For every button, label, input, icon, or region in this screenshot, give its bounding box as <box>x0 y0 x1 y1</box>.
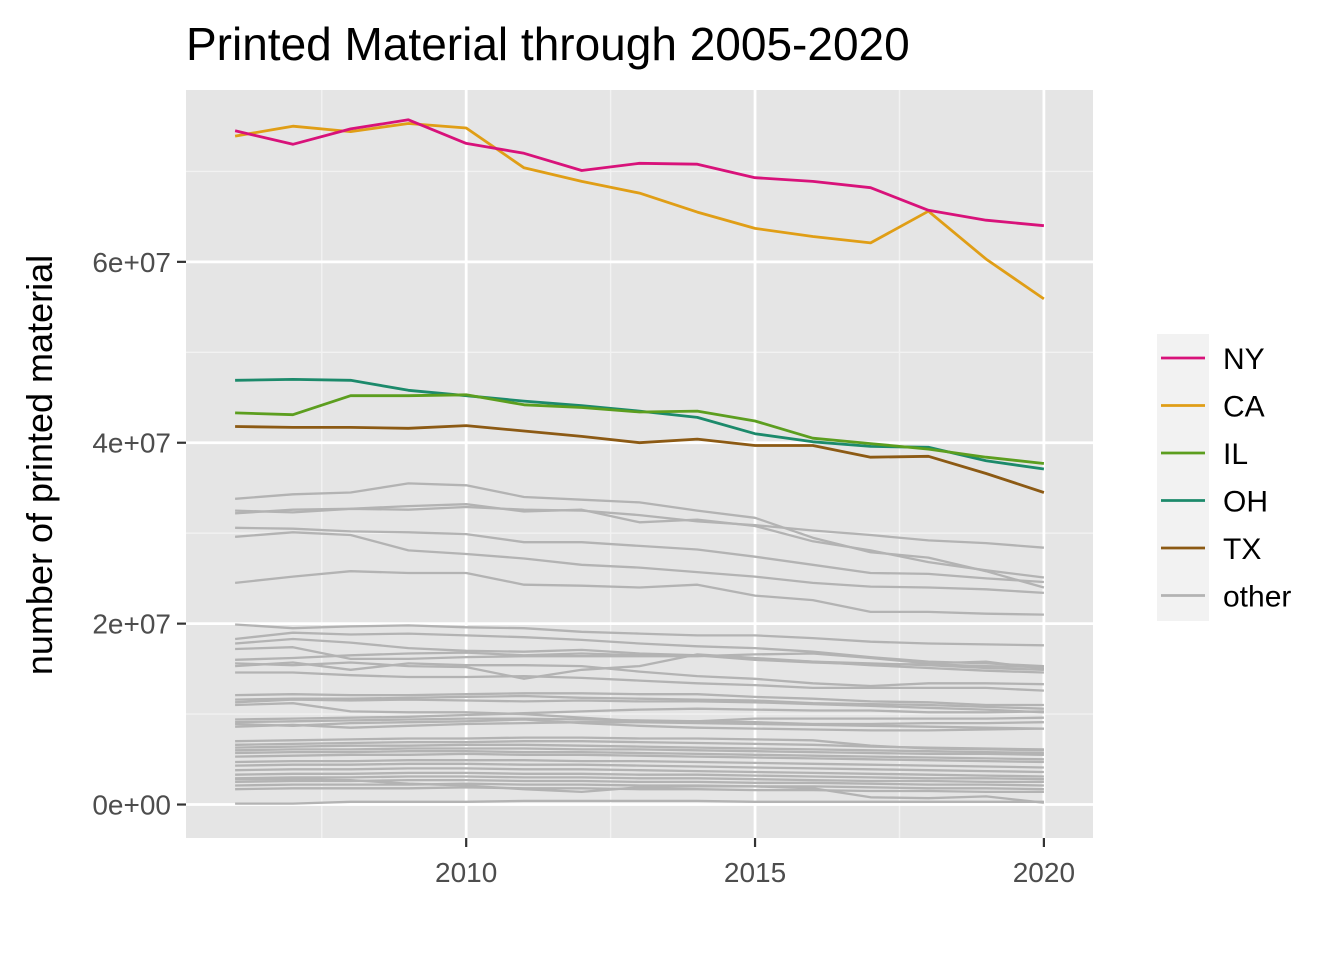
series-line-other <box>235 782 1044 791</box>
series-line-other <box>235 653 1044 680</box>
series-line-other <box>235 692 1044 707</box>
series-line-ny <box>234 118 1045 228</box>
series-line-other <box>235 671 1044 692</box>
series-line-other <box>235 778 1045 804</box>
series-line-other <box>235 721 1044 730</box>
series-line-other <box>235 482 1045 589</box>
series-line-other <box>235 786 1044 794</box>
y-tick-label: 0e+00 <box>92 790 171 821</box>
legend-label-tx: TX <box>1223 533 1261 566</box>
series-line-other <box>235 623 1044 647</box>
plot-area: 0e+00 2e+07 4e+07 6e+07 2010 2015 2020 <box>92 90 1093 888</box>
x-tick-label: 2020 <box>1013 857 1075 888</box>
series-line-other <box>234 570 1044 616</box>
series-line-other <box>235 762 1044 774</box>
series-line-other <box>235 771 1044 781</box>
series-line-il <box>235 393 1045 465</box>
series-line-ca <box>234 122 1045 301</box>
series-line-other <box>235 767 1044 778</box>
series-line-other <box>235 661 1044 688</box>
series-line-other <box>234 631 1044 668</box>
series-line-other <box>235 740 1044 751</box>
series-line-other <box>235 717 1044 726</box>
series-line-other <box>235 526 1044 584</box>
chart-title: Printed Material through 2005-2020 <box>186 18 910 70</box>
series-line-other <box>235 799 1044 805</box>
series-line-other <box>235 775 1044 784</box>
x-tick-label: 2015 <box>724 857 786 888</box>
series-line-other <box>235 694 1044 710</box>
legend-label-other: other <box>1223 581 1291 614</box>
x-tick-label: 2010 <box>435 857 497 888</box>
series-line-other <box>235 651 1044 669</box>
legend-key-background <box>1157 334 1209 621</box>
series-line-other <box>235 743 1044 755</box>
series-line-other <box>235 750 1044 761</box>
legend-label-ny: NY <box>1223 343 1265 376</box>
y-tick-label: 6e+07 <box>92 247 171 278</box>
y-tick-label: 2e+07 <box>92 609 171 640</box>
y-tick-label: 4e+07 <box>92 428 171 459</box>
legend-label-il: IL <box>1223 438 1248 471</box>
series-line-other <box>235 707 1044 721</box>
series-line-other <box>235 503 1045 579</box>
series-line-other <box>235 505 1044 549</box>
series-line-other <box>235 752 1044 764</box>
series-line-other <box>235 759 1044 769</box>
series-line-other <box>235 531 1044 595</box>
legend-label-ca: CA <box>1223 391 1265 424</box>
series-line-other <box>235 747 1044 756</box>
series-line-other <box>235 718 1044 732</box>
legend: NY CA IL OH TX other <box>1157 334 1291 621</box>
y-axis-title: number of printed material <box>19 255 60 675</box>
series-line-other <box>235 698 1044 714</box>
legend-label-oh: OH <box>1223 486 1268 519</box>
series-line-tx <box>235 424 1045 494</box>
